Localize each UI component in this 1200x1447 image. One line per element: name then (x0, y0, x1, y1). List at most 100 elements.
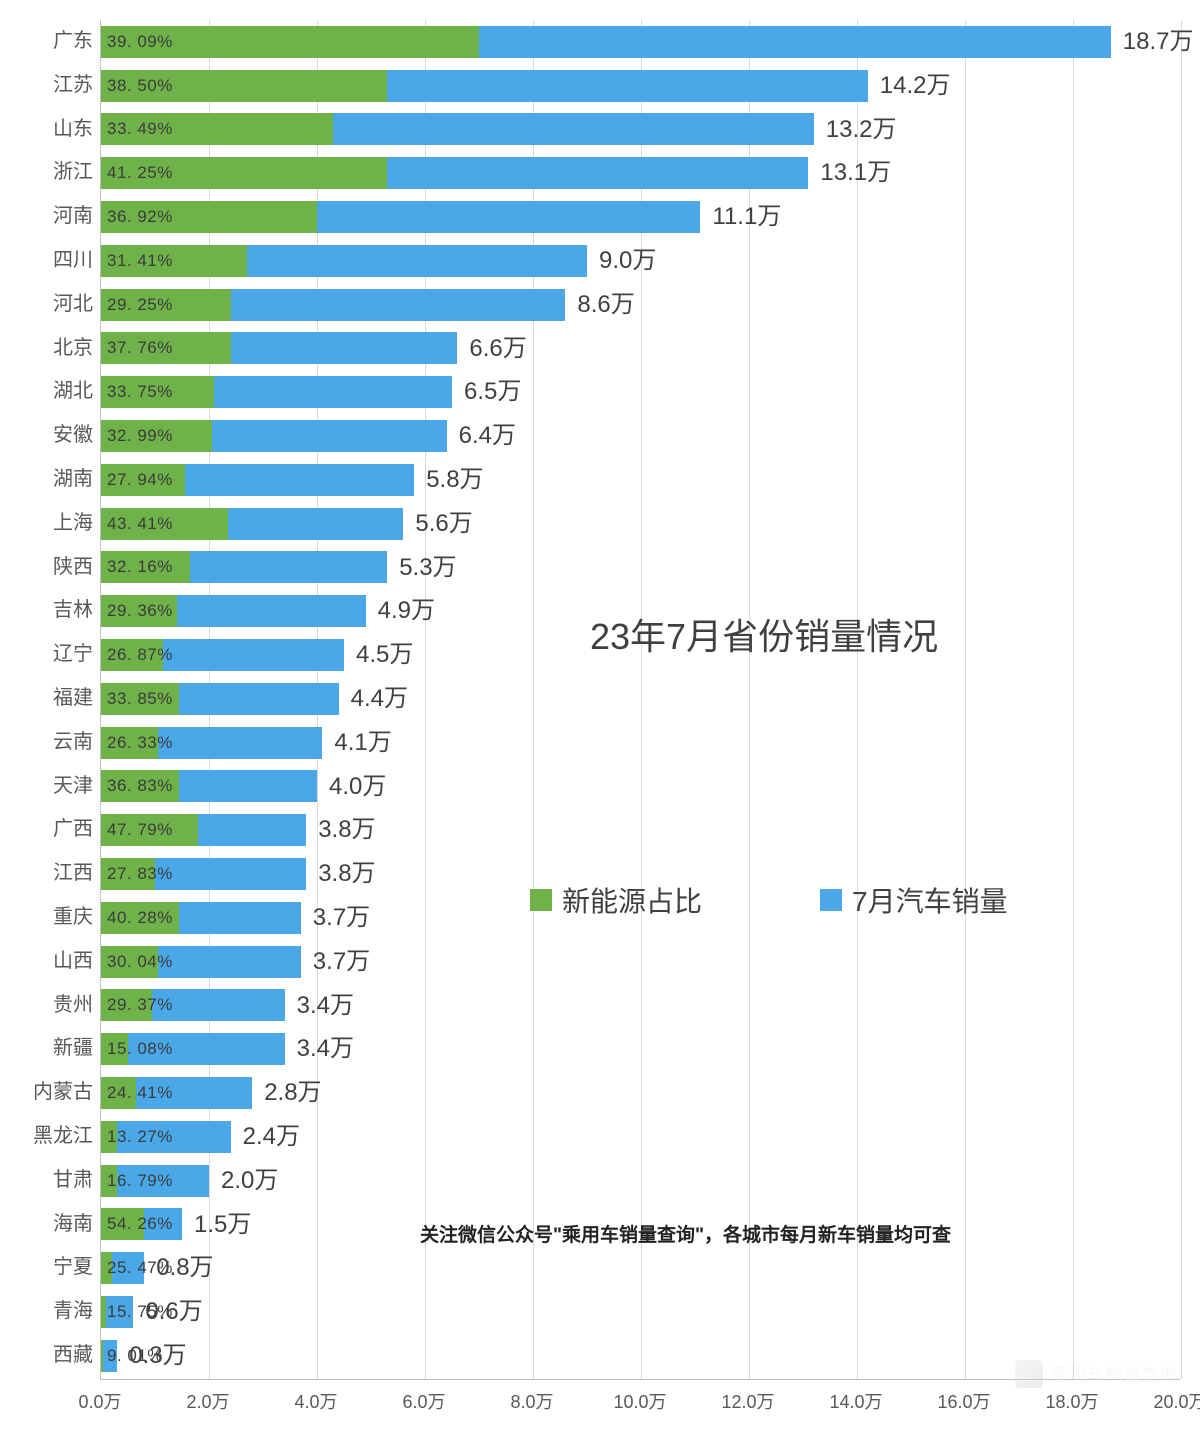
province-label: 湖南 (1, 458, 93, 502)
watermark: 乘用车销量查询 (1007, 1356, 1185, 1392)
ev-pct-bar (101, 1296, 106, 1328)
data-row: 山西30. 04%3.7万 (101, 940, 1180, 984)
x-tick-label: 2.0万 (186, 1388, 229, 1414)
data-row: 福建33. 85%4.4万 (101, 677, 1180, 721)
sales-value-label: 5.8万 (426, 458, 483, 502)
legend-item: 新能源占比 (530, 880, 702, 920)
sales-value-label: 4.1万 (334, 721, 391, 765)
ev-pct-label: 33. 75% (107, 376, 173, 408)
province-label: 湖北 (1, 370, 93, 414)
sales-value-label: 5.6万 (415, 502, 472, 546)
ev-pct-label: 43. 41% (107, 508, 173, 540)
sales-value-label: 4.5万 (356, 633, 413, 677)
x-tick-label: 12.0万 (721, 1388, 774, 1414)
province-label: 陕西 (1, 546, 93, 590)
province-label: 内蒙古 (1, 1071, 93, 1115)
sales-value-label: 5.3万 (399, 546, 456, 590)
ev-pct-bar (101, 1340, 103, 1372)
ev-pct-label: 41. 25% (107, 157, 173, 189)
province-label: 河北 (1, 283, 93, 327)
sales-value-label: 4.0万 (329, 765, 386, 809)
legend-label: 新能源占比 (562, 880, 702, 920)
sales-value-label: 6.6万 (469, 327, 526, 371)
x-tick-label: 20.0万 (1153, 1388, 1200, 1414)
ev-pct-label: 32. 16% (107, 551, 173, 583)
ev-pct-label: 38. 50% (107, 70, 173, 102)
data-row: 安徽32. 99%6.4万 (101, 414, 1180, 458)
data-row: 河南36. 92%11.1万 (101, 195, 1180, 239)
province-label: 甘肃 (1, 1159, 93, 1203)
data-row: 云南26. 33%4.1万 (101, 721, 1180, 765)
province-label: 江苏 (1, 64, 93, 108)
data-row: 湖南27. 94%5.8万 (101, 458, 1180, 502)
province-label: 重庆 (1, 896, 93, 940)
province-label: 青海 (1, 1290, 93, 1334)
data-row: 天津36. 83%4.0万 (101, 765, 1180, 809)
data-row: 河北29. 25%8.6万 (101, 283, 1180, 327)
sales-value-label: 3.7万 (313, 940, 370, 984)
ev-pct-label: 15. 08% (107, 1033, 173, 1065)
province-label: 广东 (1, 20, 93, 64)
sales-value-label: 4.9万 (378, 589, 435, 633)
province-label: 辽宁 (1, 633, 93, 677)
ev-pct-label: 24. 41% (107, 1077, 173, 1109)
x-tick-label: 8.0万 (510, 1388, 553, 1414)
sales-value-label: 11.1万 (712, 195, 781, 239)
sales-value-label: 13.2万 (826, 108, 897, 152)
data-row: 广东39. 09%18.7万 (101, 20, 1180, 64)
watermark-icon (1015, 1360, 1043, 1388)
ev-pct-label: 37. 76% (107, 332, 173, 364)
sales-value-label: 1.5万 (194, 1203, 251, 1247)
gridline (1181, 20, 1182, 1379)
ev-pct-label: 30. 04% (107, 946, 173, 978)
data-row: 青海15. 75%0.6万 (101, 1290, 1180, 1334)
data-row: 陕西32. 16%5.3万 (101, 546, 1180, 590)
data-row: 广西47. 79%3.8万 (101, 808, 1180, 852)
ev-pct-label: 29. 36% (107, 595, 173, 627)
footer-note: 关注微信公众号"乘用车销量查询"，各城市每月新车销量均可查 (420, 1220, 951, 1247)
province-label: 浙江 (1, 151, 93, 195)
ev-pct-label: 40. 28% (107, 902, 173, 934)
sales-value-label: 2.0万 (221, 1159, 278, 1203)
x-tick-label: 4.0万 (294, 1388, 337, 1414)
x-tick-label: 6.0万 (402, 1388, 445, 1414)
province-label: 山东 (1, 108, 93, 152)
sales-value-label: 2.4万 (243, 1115, 300, 1159)
chart-container: 广东39. 09%18.7万江苏38. 50%14.2万山东33. 49%13.… (0, 0, 1200, 1447)
province-label: 广西 (1, 808, 93, 852)
province-label: 新疆 (1, 1027, 93, 1071)
province-label: 四川 (1, 239, 93, 283)
ev-pct-label: 36. 83% (107, 770, 173, 802)
province-label: 贵州 (1, 984, 93, 1028)
plot-area: 广东39. 09%18.7万江苏38. 50%14.2万山东33. 49%13.… (100, 20, 1180, 1380)
data-row: 甘肃16. 79%2.0万 (101, 1159, 1180, 1203)
data-row: 贵州29. 37%3.4万 (101, 984, 1180, 1028)
sales-value-label: 3.4万 (297, 984, 354, 1028)
province-label: 上海 (1, 502, 93, 546)
ev-pct-label: 27. 83% (107, 858, 173, 890)
province-label: 西藏 (1, 1334, 93, 1378)
data-row: 上海43. 41%5.6万 (101, 502, 1180, 546)
sales-value-label: 9.0万 (599, 239, 656, 283)
sales-value-label: 3.4万 (297, 1027, 354, 1071)
ev-pct-label: 39. 09% (107, 26, 173, 58)
ev-pct-label: 33. 85% (107, 683, 173, 715)
legend-swatch (530, 889, 552, 911)
ev-pct-label: 26. 87% (107, 639, 173, 671)
province-label: 山西 (1, 940, 93, 984)
sales-value-label: 0.8万 (156, 1246, 213, 1290)
x-tick-label: 14.0万 (829, 1388, 882, 1414)
ev-pct-label: 29. 37% (107, 989, 173, 1021)
ev-pct-label: 27. 94% (107, 464, 173, 496)
x-tick-label: 10.0万 (613, 1388, 666, 1414)
legend-label: 7月汽车销量 (852, 880, 1008, 920)
data-row: 江苏38. 50%14.2万 (101, 64, 1180, 108)
watermark-text: 乘用车销量查询 (1051, 1361, 1177, 1387)
province-label: 宁夏 (1, 1246, 93, 1290)
ev-pct-label: 32. 99% (107, 420, 173, 452)
province-label: 黑龙江 (1, 1115, 93, 1159)
x-tick-label: 16.0万 (937, 1388, 990, 1414)
sales-value-label: 3.8万 (318, 808, 375, 852)
data-row: 浙江41. 25%13.1万 (101, 151, 1180, 195)
sales-value-label: 0.6万 (145, 1290, 202, 1334)
